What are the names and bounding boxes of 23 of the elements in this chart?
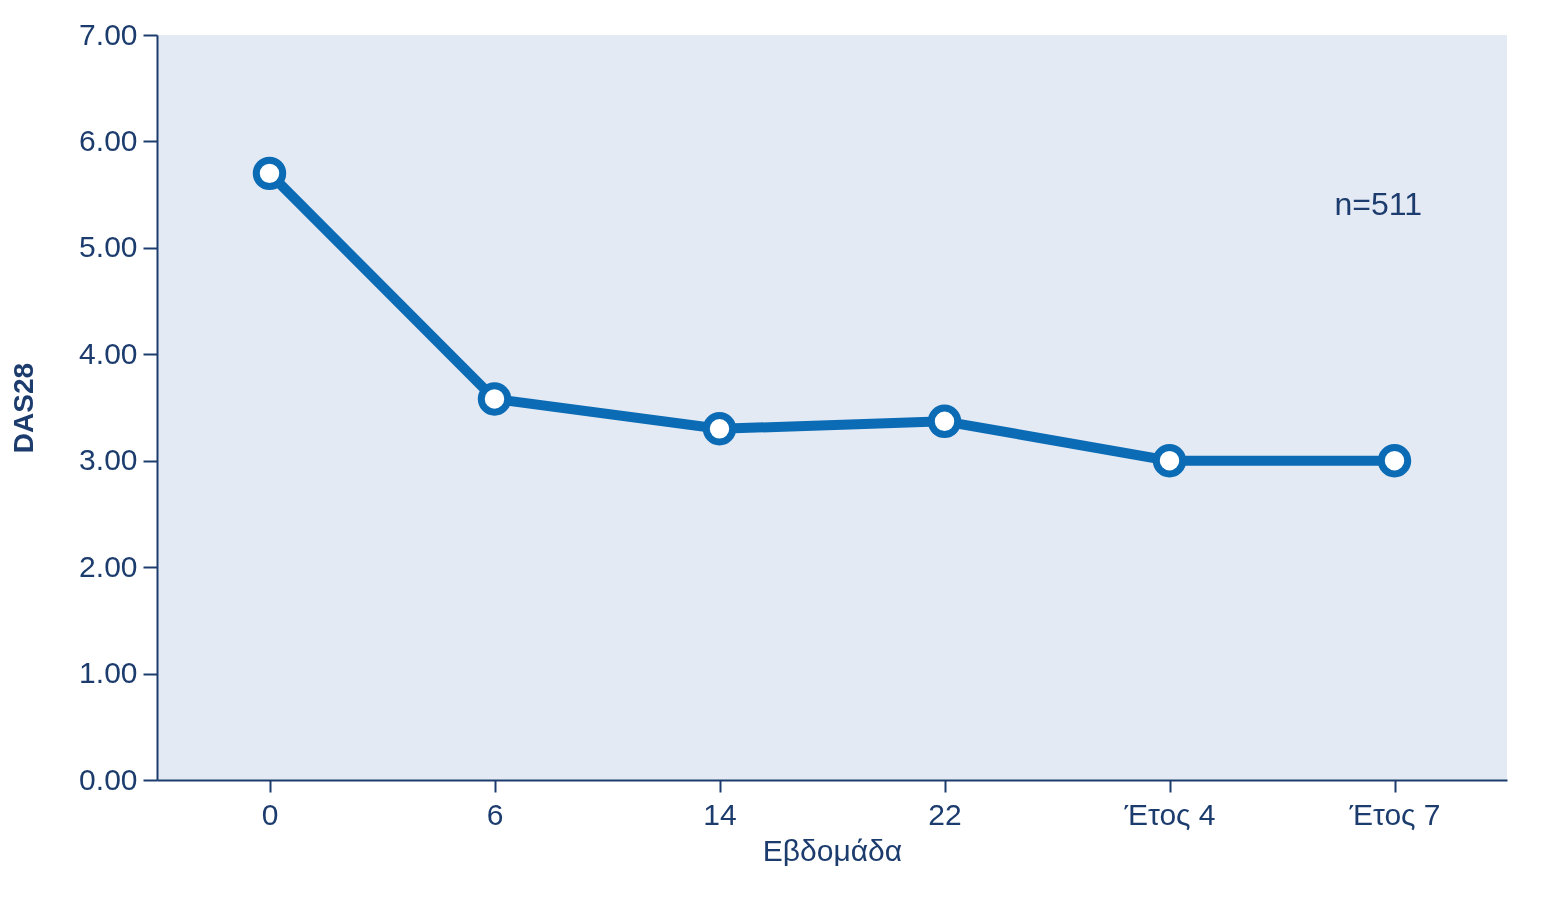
y-tick-label: 6.00 bbox=[79, 123, 138, 157]
point bbox=[1377, 444, 1412, 478]
x-tick-label: 14 bbox=[703, 797, 737, 831]
x-tick-label: Έτος 4 bbox=[1123, 797, 1216, 831]
point bbox=[1152, 444, 1187, 478]
point bbox=[702, 412, 737, 446]
x-tick-label: 22 bbox=[928, 797, 962, 831]
x-tick-label: 0 bbox=[261, 797, 279, 831]
point bbox=[252, 156, 287, 191]
y-tick-label: 0.00 bbox=[79, 762, 138, 796]
x-axis-title: Εβδομάδα bbox=[762, 833, 903, 867]
y-axis-title: DAS28 bbox=[8, 362, 40, 454]
annotation: n=511 bbox=[1334, 186, 1422, 222]
point bbox=[927, 404, 962, 439]
x-tick-label: Έτος 7 bbox=[1348, 797, 1441, 831]
point bbox=[477, 382, 512, 416]
y-tick-label: 5.00 bbox=[79, 230, 138, 264]
x-tick-label: 6 bbox=[486, 797, 504, 831]
y-tick-label: 4.00 bbox=[79, 336, 138, 370]
y-tick-label: 7.00 bbox=[79, 17, 138, 51]
y-tick-label: 2.00 bbox=[79, 549, 138, 583]
y-tick-label: 1.00 bbox=[79, 656, 138, 690]
y-tick-label: 3.00 bbox=[79, 443, 138, 477]
